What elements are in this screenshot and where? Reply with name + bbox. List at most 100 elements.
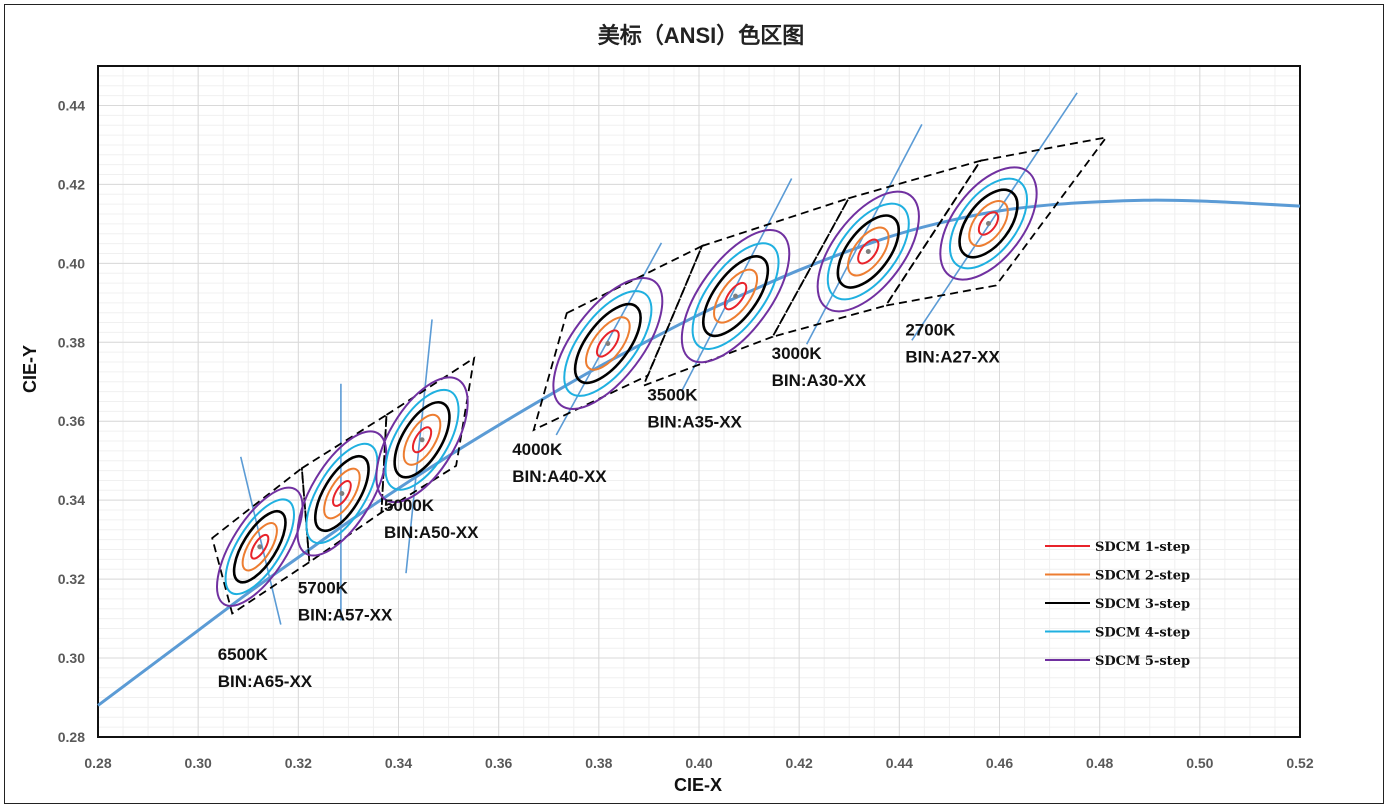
cct-value: 3000K xyxy=(772,344,823,363)
cct-value: 5700K xyxy=(298,578,349,597)
ellipse-group-5700K xyxy=(296,430,388,557)
ellipse-group-3500K xyxy=(680,229,791,364)
sdcm-1-step-ellipse xyxy=(332,480,352,507)
sdcm-2-step-ellipse xyxy=(713,268,759,324)
sdcm-4-step-ellipse xyxy=(384,388,460,491)
cct-value: 6500K xyxy=(218,645,269,664)
sdcm-5-step-ellipse xyxy=(939,166,1038,281)
x-tick-label: 0.28 xyxy=(84,755,111,771)
cct-bin-label: 5700K BIN:A57-XX xyxy=(298,578,393,624)
cct-bin-label: 2700K BIN:A27-XX xyxy=(905,321,1000,367)
sdcm-5-step-ellipse xyxy=(680,229,791,364)
sdcm-4-step-ellipse xyxy=(563,290,653,397)
y-tick-label: 0.34 xyxy=(58,492,85,508)
planckian-locus-curve xyxy=(97,198,1301,707)
x-tick-label: 0.50 xyxy=(1186,755,1213,771)
y-tick-label: 0.30 xyxy=(58,650,85,666)
sdcm-1-step-ellipse xyxy=(250,533,270,560)
ellipse-group-5000K xyxy=(375,376,469,504)
planckian-locus xyxy=(97,198,1301,707)
x-axis-ticks: 0.28 0.30 0.32 0.34 0.36 0.38 0.40 0.42 0.44 0.46… xyxy=(84,755,1313,771)
ellipse-center-point xyxy=(339,490,345,496)
sdcm-3-step-ellipse xyxy=(702,255,770,338)
sdcm-1-step-ellipse xyxy=(977,211,1000,236)
ellipse-group-2700K xyxy=(939,166,1038,281)
y-tick-label: 0.44 xyxy=(58,97,85,113)
isotherm-line xyxy=(405,319,433,574)
macadam-ellipses xyxy=(215,166,1038,607)
legend: SDCM 1-step SDCM 2-step SDCM 3-step SDCM 4-… xyxy=(1045,540,1190,669)
y-tick-label: 0.32 xyxy=(58,571,85,587)
sdcm-3-step-ellipse xyxy=(232,509,287,584)
isotherm-line xyxy=(555,242,663,436)
sdcm-3-step-ellipse xyxy=(836,214,900,289)
ellipse-center-point xyxy=(733,293,739,299)
sdcm-3-step-ellipse xyxy=(393,401,451,479)
bin-code: BIN:A30-XX xyxy=(772,371,867,390)
isotherm-line xyxy=(239,456,282,625)
x-tick-label: 0.52 xyxy=(1286,755,1313,771)
sdcm-4-step-ellipse xyxy=(826,202,910,301)
x-tick-label: 0.46 xyxy=(986,755,1013,771)
ellipse-group-6500K xyxy=(215,486,304,607)
x-tick-label: 0.36 xyxy=(485,755,512,771)
y-tick-label: 0.28 xyxy=(58,729,85,745)
sdcm-4-step-ellipse xyxy=(948,177,1029,270)
sdcm-5-step-ellipse xyxy=(816,190,920,313)
ellipse-center-point xyxy=(985,220,991,226)
bin-code: BIN:A57-XX xyxy=(298,605,393,624)
cct-value: 4000K xyxy=(512,440,563,459)
bin-code: BIN:A50-XX xyxy=(384,523,479,542)
sdcm-1-step-ellipse xyxy=(411,426,433,454)
cct-value: 3500K xyxy=(647,386,698,405)
legend-label-step5: SDCM 5-step xyxy=(1095,654,1190,669)
bin-quadrangle xyxy=(770,159,983,339)
ellipse-group-4000K xyxy=(552,276,664,410)
sdcm-2-step-ellipse xyxy=(847,226,890,277)
chart-frame: 美标（ANSI）色区图 0.28 0.30 0.32 0.34 0.36 0.38 0.40… xyxy=(4,4,1384,804)
cct-bin-label: 4000K BIN:A40-XX xyxy=(512,440,607,486)
bin-quadrangle xyxy=(641,196,851,388)
y-tick-label: 0.40 xyxy=(58,255,85,271)
y-tick-label: 0.36 xyxy=(58,413,85,429)
y-axis-ticks: 0.28 0.30 0.32 0.34 0.36 0.38 0.40 0.42 0.44 xyxy=(58,97,85,745)
bin-code: BIN:A27-XX xyxy=(905,348,1000,367)
x-tick-label: 0.30 xyxy=(185,755,212,771)
chromaticity-chart: 美标（ANSI）色区图 0.28 0.30 0.32 0.34 0.36 0.38 0.40… xyxy=(20,23,1314,795)
bin-quadrangle xyxy=(883,136,1109,307)
sdcm-4-step-ellipse xyxy=(305,442,379,545)
sdcm-3-step-ellipse xyxy=(958,188,1019,259)
sdcm-1-step-ellipse xyxy=(595,329,620,358)
chart-title: 美标（ANSI）色区图 xyxy=(598,23,805,48)
legend-label-step1: SDCM 1-step xyxy=(1095,540,1190,555)
legend-label-step3: SDCM 3-step xyxy=(1095,597,1190,612)
major-gridlines xyxy=(97,66,1301,738)
sdcm-2-step-ellipse xyxy=(585,316,631,371)
sdcm-5-step-ellipse xyxy=(296,430,388,557)
cct-bin-label: 3500K BIN:A35-XX xyxy=(647,386,742,432)
ellipse-center-point xyxy=(865,249,871,255)
sdcm-3-step-ellipse xyxy=(573,302,642,385)
x-tick-label: 0.42 xyxy=(786,755,813,771)
sdcm-2-step-ellipse xyxy=(402,413,442,466)
plot-area-border xyxy=(97,65,1301,738)
cct-value: 5000K xyxy=(384,496,435,515)
x-tick-label: 0.40 xyxy=(685,755,712,771)
bin-quadrangle xyxy=(211,466,311,615)
sdcm-5-step-ellipse xyxy=(375,376,469,504)
sdcm-2-step-ellipse xyxy=(968,200,1009,247)
sdcm-3-step-ellipse xyxy=(313,454,370,533)
x-tick-label: 0.48 xyxy=(1086,755,1113,771)
x-axis-label: CIE-X xyxy=(674,775,722,795)
isotherm-line xyxy=(911,92,1078,341)
sdcm-2-step-ellipse xyxy=(323,467,361,520)
cct-bin-label: 6500K BIN:A65-XX xyxy=(218,645,313,691)
x-tick-label: 0.44 xyxy=(886,755,913,771)
cct-bin-labels: 6500K BIN:A65-XX 5700K BIN:A57-XX 5000K BIN:A… xyxy=(218,321,1001,691)
legend-label-step4: SDCM 4-step xyxy=(1095,626,1190,641)
x-tick-label: 0.32 xyxy=(285,755,312,771)
sdcm-4-step-ellipse xyxy=(224,498,295,596)
ellipse-center-point xyxy=(257,544,263,550)
x-tick-label: 0.38 xyxy=(585,755,612,771)
y-tick-label: 0.38 xyxy=(58,334,85,350)
